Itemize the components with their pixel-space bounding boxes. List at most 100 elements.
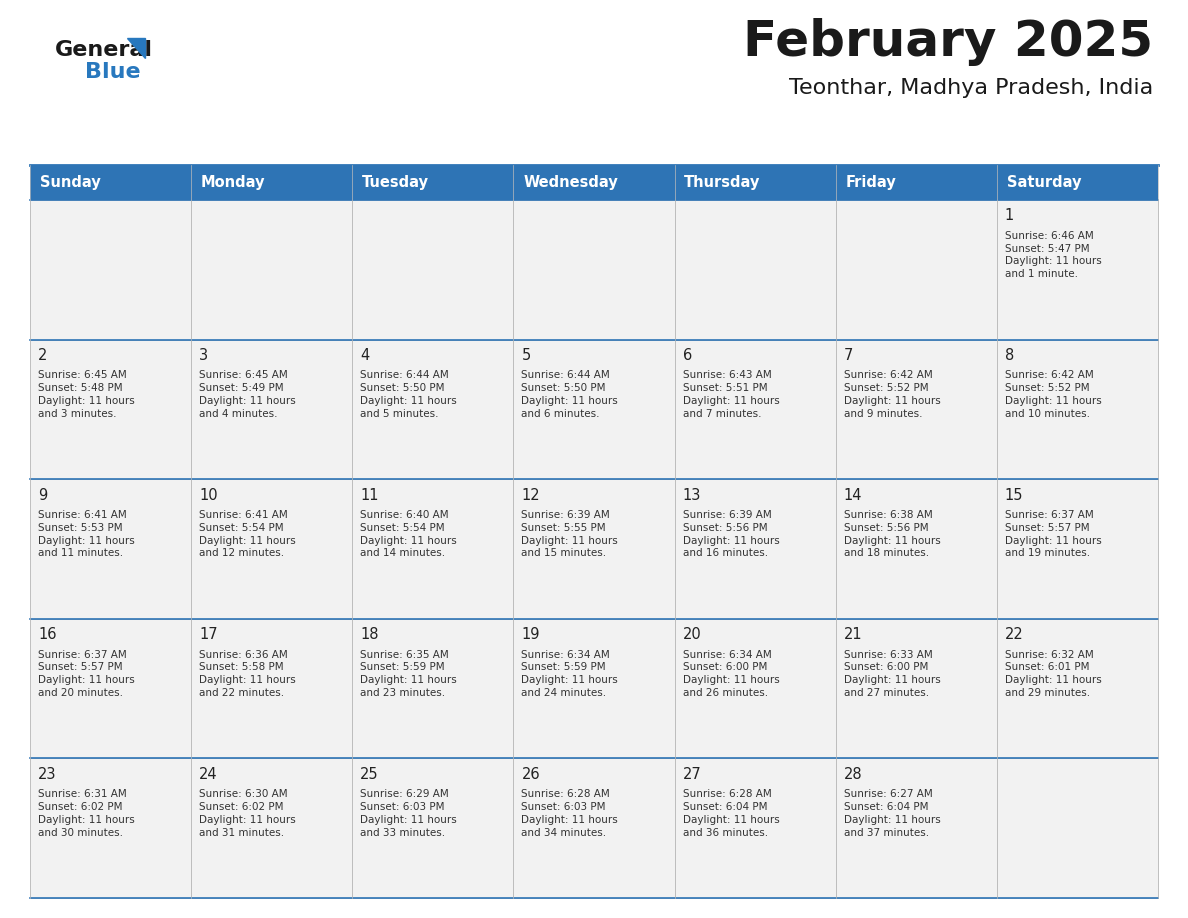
Bar (353, 479, 513, 619)
Bar (997, 758, 1158, 898)
Text: Saturday: Saturday (1006, 175, 1081, 190)
Bar (675, 619, 835, 758)
Bar (513, 340, 675, 479)
Text: 24: 24 (200, 767, 217, 782)
Bar (997, 619, 1158, 758)
Text: 11: 11 (360, 487, 379, 502)
Bar (353, 758, 513, 898)
Bar (835, 340, 997, 479)
Text: 20: 20 (683, 627, 701, 643)
Text: Sunrise: 6:42 AM
Sunset: 5:52 PM
Daylight: 11 hours
and 9 minutes.: Sunrise: 6:42 AM Sunset: 5:52 PM Dayligh… (843, 370, 941, 419)
Text: Sunrise: 6:39 AM
Sunset: 5:56 PM
Daylight: 11 hours
and 16 minutes.: Sunrise: 6:39 AM Sunset: 5:56 PM Dayligh… (683, 509, 779, 558)
Bar (675, 340, 835, 479)
Bar (353, 340, 513, 479)
Bar (30, 758, 191, 898)
Bar (675, 200, 835, 340)
Text: 10: 10 (200, 487, 217, 502)
Bar (513, 619, 675, 758)
Bar (835, 758, 997, 898)
Bar (353, 165, 513, 200)
Text: 7: 7 (843, 348, 853, 363)
Text: 23: 23 (38, 767, 57, 782)
Text: Sunrise: 6:27 AM
Sunset: 6:04 PM
Daylight: 11 hours
and 37 minutes.: Sunrise: 6:27 AM Sunset: 6:04 PM Dayligh… (843, 789, 941, 837)
Text: Teonthar, Madhya Pradesh, India: Teonthar, Madhya Pradesh, India (789, 78, 1154, 98)
Text: 27: 27 (683, 767, 701, 782)
Text: Sunrise: 6:35 AM
Sunset: 5:59 PM
Daylight: 11 hours
and 23 minutes.: Sunrise: 6:35 AM Sunset: 5:59 PM Dayligh… (360, 650, 457, 698)
Text: Monday: Monday (201, 175, 265, 190)
Text: Sunrise: 6:41 AM
Sunset: 5:54 PM
Daylight: 11 hours
and 12 minutes.: Sunrise: 6:41 AM Sunset: 5:54 PM Dayligh… (200, 509, 296, 558)
Bar (997, 479, 1158, 619)
Text: Sunrise: 6:39 AM
Sunset: 5:55 PM
Daylight: 11 hours
and 15 minutes.: Sunrise: 6:39 AM Sunset: 5:55 PM Dayligh… (522, 509, 618, 558)
Bar (191, 165, 353, 200)
Text: 3: 3 (200, 348, 208, 363)
Bar (997, 340, 1158, 479)
Text: 8: 8 (1005, 348, 1015, 363)
Bar (191, 758, 353, 898)
Text: Sunrise: 6:37 AM
Sunset: 5:57 PM
Daylight: 11 hours
and 20 minutes.: Sunrise: 6:37 AM Sunset: 5:57 PM Dayligh… (38, 650, 134, 698)
Text: 13: 13 (683, 487, 701, 502)
Text: 22: 22 (1005, 627, 1024, 643)
Bar (675, 165, 835, 200)
Text: 4: 4 (360, 348, 369, 363)
Bar (513, 479, 675, 619)
Text: Sunrise: 6:42 AM
Sunset: 5:52 PM
Daylight: 11 hours
and 10 minutes.: Sunrise: 6:42 AM Sunset: 5:52 PM Dayligh… (1005, 370, 1101, 419)
Bar (30, 340, 191, 479)
Text: Sunrise: 6:45 AM
Sunset: 5:48 PM
Daylight: 11 hours
and 3 minutes.: Sunrise: 6:45 AM Sunset: 5:48 PM Dayligh… (38, 370, 134, 419)
Bar (30, 479, 191, 619)
Text: 16: 16 (38, 627, 57, 643)
Bar (191, 200, 353, 340)
Bar (513, 165, 675, 200)
Text: 19: 19 (522, 627, 541, 643)
Bar (835, 165, 997, 200)
Polygon shape (127, 38, 145, 58)
Text: Sunrise: 6:32 AM
Sunset: 6:01 PM
Daylight: 11 hours
and 29 minutes.: Sunrise: 6:32 AM Sunset: 6:01 PM Dayligh… (1005, 650, 1101, 698)
Text: Sunday: Sunday (39, 175, 101, 190)
Text: Blue: Blue (86, 62, 140, 82)
Text: 15: 15 (1005, 487, 1023, 502)
Bar (675, 479, 835, 619)
Text: Sunrise: 6:46 AM
Sunset: 5:47 PM
Daylight: 11 hours
and 1 minute.: Sunrise: 6:46 AM Sunset: 5:47 PM Dayligh… (1005, 230, 1101, 279)
Text: 5: 5 (522, 348, 531, 363)
Text: 9: 9 (38, 487, 48, 502)
Bar (513, 200, 675, 340)
Text: Sunrise: 6:28 AM
Sunset: 6:03 PM
Daylight: 11 hours
and 34 minutes.: Sunrise: 6:28 AM Sunset: 6:03 PM Dayligh… (522, 789, 618, 837)
Bar (191, 619, 353, 758)
Bar (30, 200, 191, 340)
Text: Sunrise: 6:43 AM
Sunset: 5:51 PM
Daylight: 11 hours
and 7 minutes.: Sunrise: 6:43 AM Sunset: 5:51 PM Dayligh… (683, 370, 779, 419)
Bar (997, 165, 1158, 200)
Text: 18: 18 (360, 627, 379, 643)
Bar (30, 165, 191, 200)
Text: Sunrise: 6:30 AM
Sunset: 6:02 PM
Daylight: 11 hours
and 31 minutes.: Sunrise: 6:30 AM Sunset: 6:02 PM Dayligh… (200, 789, 296, 837)
Text: 12: 12 (522, 487, 541, 502)
Bar (191, 479, 353, 619)
Text: General: General (55, 40, 153, 60)
Text: Tuesday: Tuesday (362, 175, 429, 190)
Text: Wednesday: Wednesday (523, 175, 618, 190)
Text: February 2025: February 2025 (742, 18, 1154, 66)
Bar (191, 340, 353, 479)
Text: Sunrise: 6:28 AM
Sunset: 6:04 PM
Daylight: 11 hours
and 36 minutes.: Sunrise: 6:28 AM Sunset: 6:04 PM Dayligh… (683, 789, 779, 837)
Text: Sunrise: 6:41 AM
Sunset: 5:53 PM
Daylight: 11 hours
and 11 minutes.: Sunrise: 6:41 AM Sunset: 5:53 PM Dayligh… (38, 509, 134, 558)
Bar (353, 619, 513, 758)
Text: 26: 26 (522, 767, 541, 782)
Text: 28: 28 (843, 767, 862, 782)
Text: Friday: Friday (846, 175, 896, 190)
Text: 25: 25 (360, 767, 379, 782)
Text: Thursday: Thursday (684, 175, 760, 190)
Bar (30, 619, 191, 758)
Text: Sunrise: 6:34 AM
Sunset: 6:00 PM
Daylight: 11 hours
and 26 minutes.: Sunrise: 6:34 AM Sunset: 6:00 PM Dayligh… (683, 650, 779, 698)
Bar (513, 758, 675, 898)
Bar (353, 200, 513, 340)
Text: 21: 21 (843, 627, 862, 643)
Text: Sunrise: 6:31 AM
Sunset: 6:02 PM
Daylight: 11 hours
and 30 minutes.: Sunrise: 6:31 AM Sunset: 6:02 PM Dayligh… (38, 789, 134, 837)
Text: Sunrise: 6:37 AM
Sunset: 5:57 PM
Daylight: 11 hours
and 19 minutes.: Sunrise: 6:37 AM Sunset: 5:57 PM Dayligh… (1005, 509, 1101, 558)
Text: 14: 14 (843, 487, 862, 502)
Text: 6: 6 (683, 348, 691, 363)
Bar (675, 758, 835, 898)
Bar (835, 479, 997, 619)
Text: Sunrise: 6:33 AM
Sunset: 6:00 PM
Daylight: 11 hours
and 27 minutes.: Sunrise: 6:33 AM Sunset: 6:00 PM Dayligh… (843, 650, 941, 698)
Text: Sunrise: 6:36 AM
Sunset: 5:58 PM
Daylight: 11 hours
and 22 minutes.: Sunrise: 6:36 AM Sunset: 5:58 PM Dayligh… (200, 650, 296, 698)
Text: Sunrise: 6:38 AM
Sunset: 5:56 PM
Daylight: 11 hours
and 18 minutes.: Sunrise: 6:38 AM Sunset: 5:56 PM Dayligh… (843, 509, 941, 558)
Text: Sunrise: 6:44 AM
Sunset: 5:50 PM
Daylight: 11 hours
and 5 minutes.: Sunrise: 6:44 AM Sunset: 5:50 PM Dayligh… (360, 370, 457, 419)
Text: Sunrise: 6:34 AM
Sunset: 5:59 PM
Daylight: 11 hours
and 24 minutes.: Sunrise: 6:34 AM Sunset: 5:59 PM Dayligh… (522, 650, 618, 698)
